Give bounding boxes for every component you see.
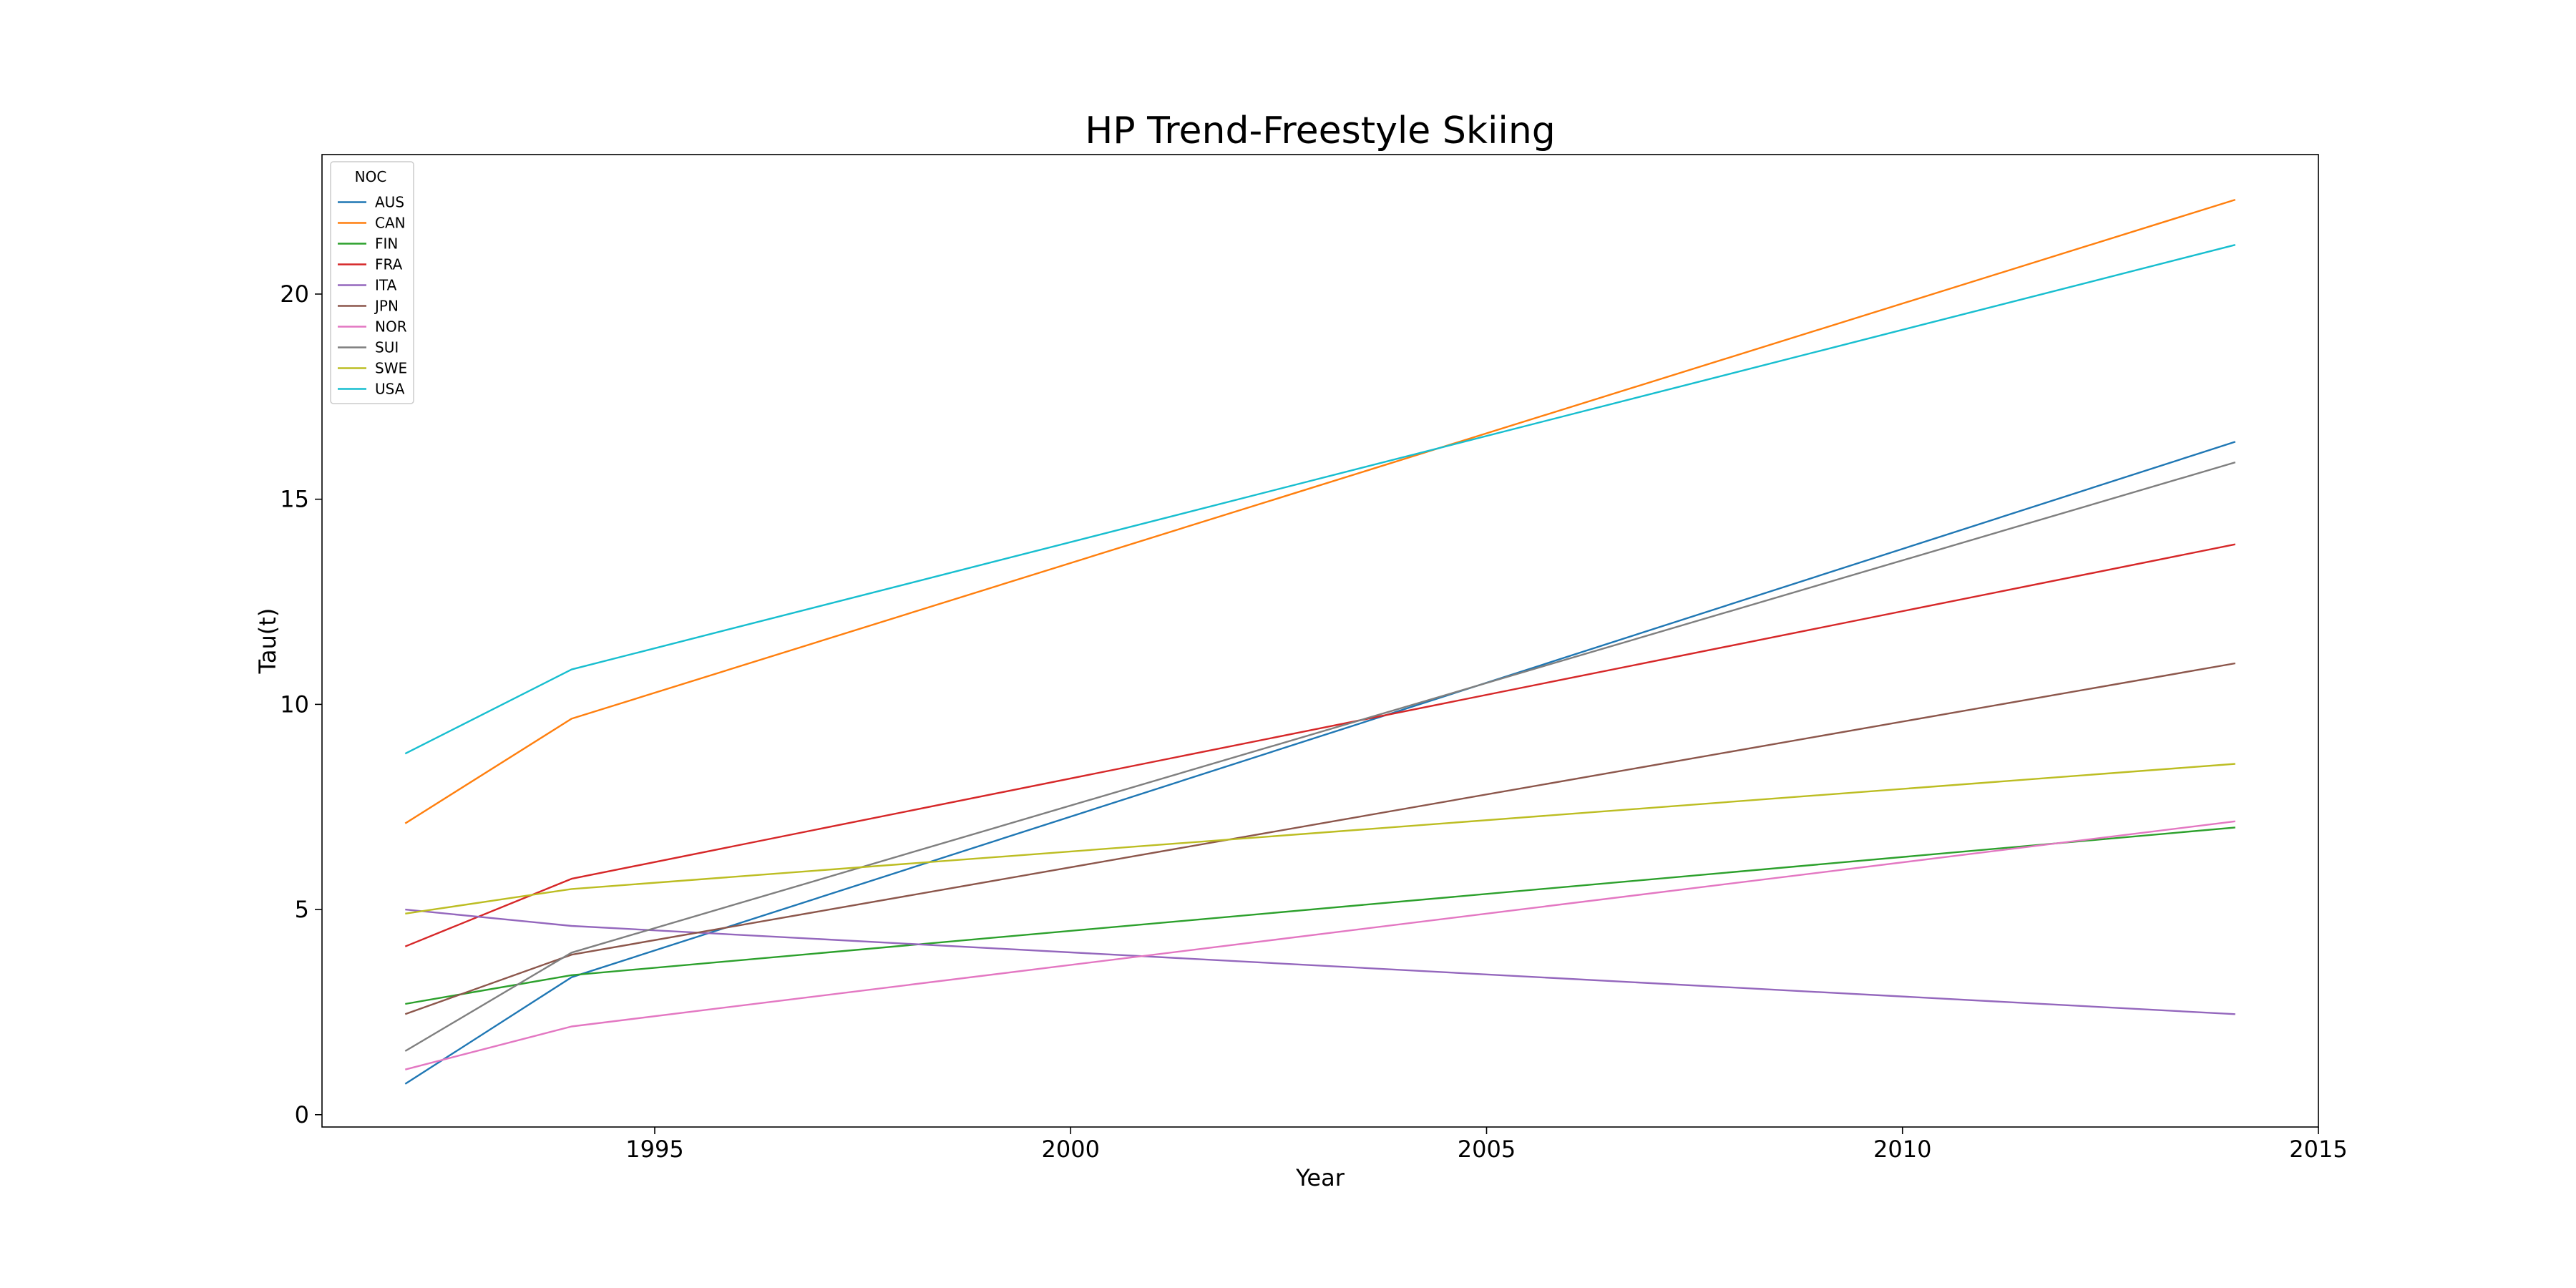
legend-label-fra: FRA — [375, 256, 403, 273]
x-axis-label: Year — [1295, 1164, 1345, 1191]
legend-label-nor: NOR — [375, 318, 407, 336]
legend-items: AUS CAN FIN FRA ITA JPN NOR SUI SWE USA — [338, 194, 407, 398]
series-line-nor — [404, 820, 2235, 1070]
series-line-fra — [404, 543, 2236, 947]
x-tick-label: 2015 — [2289, 1136, 2347, 1163]
series-line-swe — [405, 763, 2235, 914]
series-line-sui — [404, 461, 2236, 1052]
y-tick-label: 20 — [280, 280, 309, 308]
chart-title: HP Trend-Freestyle Skiing — [1085, 109, 1556, 152]
series-lines — [404, 198, 2236, 1085]
legend-label-sui: SUI — [375, 339, 399, 356]
y-axis-ticks: 0 5 10 15 20 — [280, 280, 322, 1128]
y-tick-label: 5 — [295, 896, 309, 923]
x-tick-label: 1995 — [625, 1136, 683, 1163]
series-line-fin — [405, 826, 2235, 1005]
legend-label-jpn: JPN — [374, 298, 399, 315]
plot-area-frame — [321, 154, 2319, 1128]
legend-label-can: CAN — [375, 215, 406, 232]
legend-label-usa: USA — [375, 381, 405, 398]
legend-label-fin: FIN — [375, 235, 398, 253]
series-line-aus — [404, 441, 2236, 1085]
y-tick-label: 15 — [280, 486, 309, 513]
legend-label-aus: AUS — [375, 194, 404, 211]
legend: NOC AUS CAN FIN FRA ITA JPN NOR SUI SWE USA — [330, 161, 414, 404]
legend-label-ita: ITA — [375, 277, 397, 294]
series-line-jpn — [404, 662, 2236, 1015]
series-line-ita — [405, 908, 2235, 1015]
series-line-can — [404, 198, 2236, 824]
x-axis-ticks: 1995 2000 2005 2010 2015 — [625, 1127, 2348, 1163]
y-tick-label: 0 — [295, 1101, 309, 1128]
series-line-usa — [404, 244, 2236, 755]
x-tick-label: 2000 — [1042, 1136, 1100, 1163]
legend-title: NOC — [355, 168, 387, 185]
legend-label-swe: SWE — [375, 360, 407, 377]
y-tick-label: 10 — [280, 691, 309, 718]
y-axis-label: Tau(t) — [254, 608, 281, 675]
x-tick-label: 2005 — [1458, 1136, 1516, 1163]
x-tick-label: 2010 — [1873, 1136, 1931, 1163]
